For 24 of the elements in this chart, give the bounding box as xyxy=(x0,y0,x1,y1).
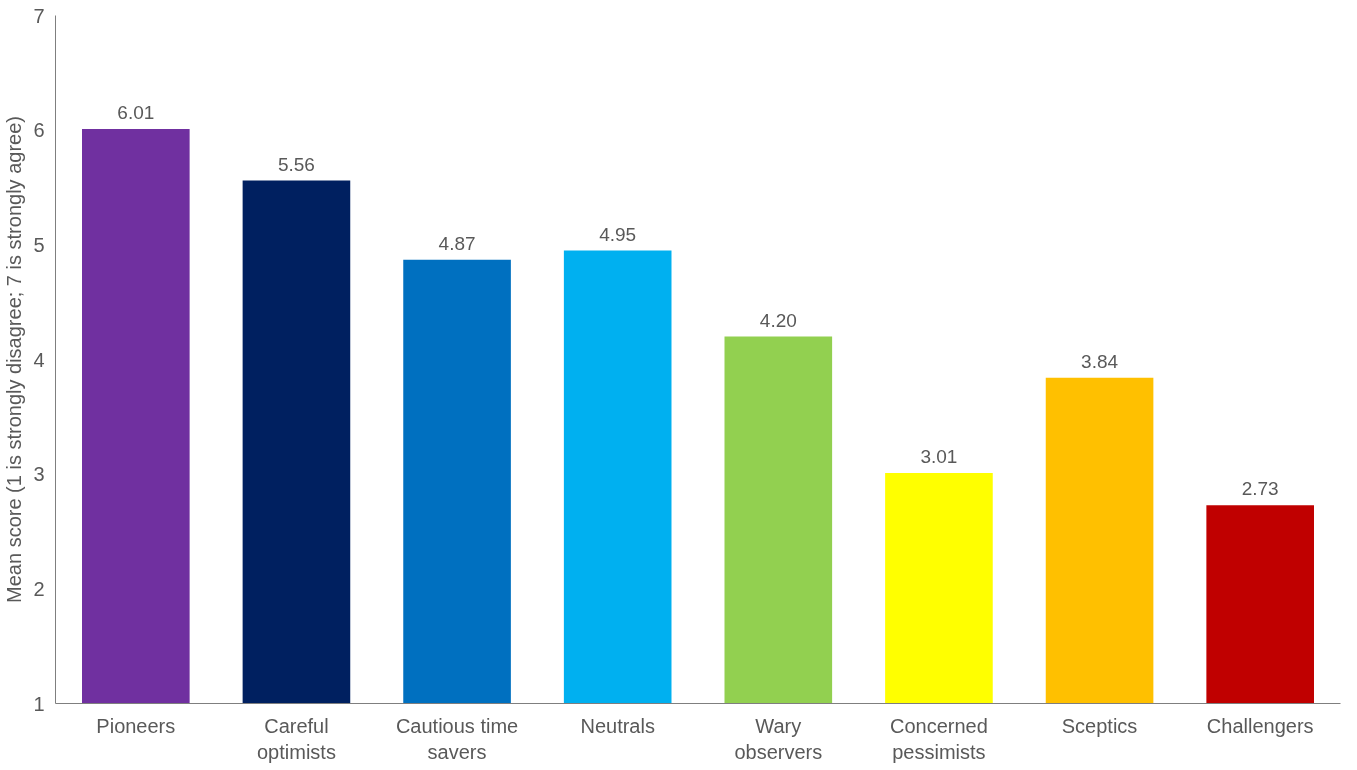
x-tick-label: Challengers xyxy=(1206,714,1314,737)
x-tick-label: Wary observers xyxy=(734,714,823,763)
data-label: 6.01 xyxy=(117,102,155,124)
data-label: 3.84 xyxy=(1081,350,1119,372)
x-tick-label: Cautious time savers xyxy=(395,714,519,763)
x-tick-label: Pioneers xyxy=(96,714,176,737)
y-tick-label: 1 xyxy=(33,692,45,715)
x-tick-label: Neutrals xyxy=(580,714,655,737)
x-tick-label: Careful optimists xyxy=(256,714,336,763)
y-tick-label: 5 xyxy=(33,233,45,256)
data-label: 4.20 xyxy=(759,309,797,331)
data-label: 4.95 xyxy=(599,223,637,245)
y-tick-label: 4 xyxy=(33,348,45,371)
x-tick-label: Sceptics xyxy=(1061,714,1138,737)
y-tick-label: 2 xyxy=(33,577,45,600)
y-tick-label: 6 xyxy=(33,119,45,142)
data-label: 5.56 xyxy=(277,153,315,175)
y-tick-label: 7 xyxy=(33,4,45,27)
y-tick-label: 3 xyxy=(33,463,45,486)
x-tick-label: Concerned pessimists xyxy=(890,714,988,763)
data-label: 4.87 xyxy=(438,232,476,254)
data-label: 2.73 xyxy=(1241,478,1279,500)
y-axis-title: Mean score (1 is strongly disagree; 7 is strongly agree) xyxy=(3,116,26,603)
data-label: 3.01 xyxy=(920,446,958,468)
